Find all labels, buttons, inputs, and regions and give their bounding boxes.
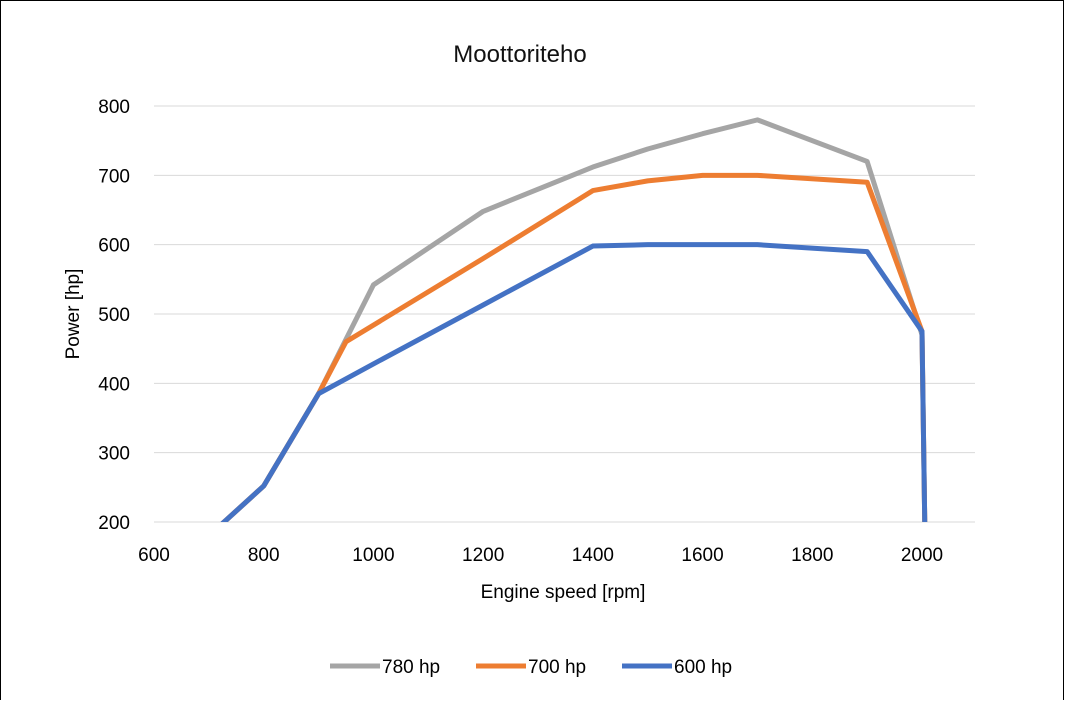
x-tick-label: 1000: [352, 545, 394, 566]
legend: 780 hp 700 hp 600 hp: [330, 657, 732, 678]
series-line-600-hp: [220, 242, 928, 522]
y-tick-label: 500: [98, 305, 130, 326]
y-axis-title: Power [hp]: [63, 269, 84, 360]
y-tick-label: 700: [98, 166, 130, 187]
x-tick-label: 1400: [572, 545, 614, 566]
y-axis-ticks: 200 300 400 500 600 700 800: [98, 97, 130, 534]
y-tick-label: 600: [98, 236, 130, 257]
chart-title: Moottoriteho: [453, 41, 586, 68]
y-tick-label: 800: [98, 97, 130, 118]
x-tick-label: 2000: [901, 545, 943, 566]
series-lines: [220, 117, 928, 522]
gridlines: [154, 105, 975, 523]
series-line-780-hp: [220, 117, 928, 522]
y-tick-label: 300: [98, 444, 130, 465]
x-axis-title: Engine speed [rpm]: [481, 582, 646, 603]
legend-label: 700 hp: [528, 657, 586, 678]
y-tick-label: 400: [98, 374, 130, 395]
series-line-700-hp: [220, 172, 928, 522]
x-tick-label: 600: [138, 545, 170, 566]
x-tick-label: 1600: [681, 545, 723, 566]
x-axis-ticks: 600 800 1000 1200 1400 1600 1800 2000: [138, 545, 943, 566]
legend-label: 780 hp: [382, 657, 440, 678]
x-tick-label: 1200: [462, 545, 504, 566]
x-tick-label: 800: [248, 545, 280, 566]
y-tick-label: 200: [98, 513, 130, 534]
x-tick-label: 1800: [791, 545, 833, 566]
legend-label: 600 hp: [674, 657, 732, 678]
